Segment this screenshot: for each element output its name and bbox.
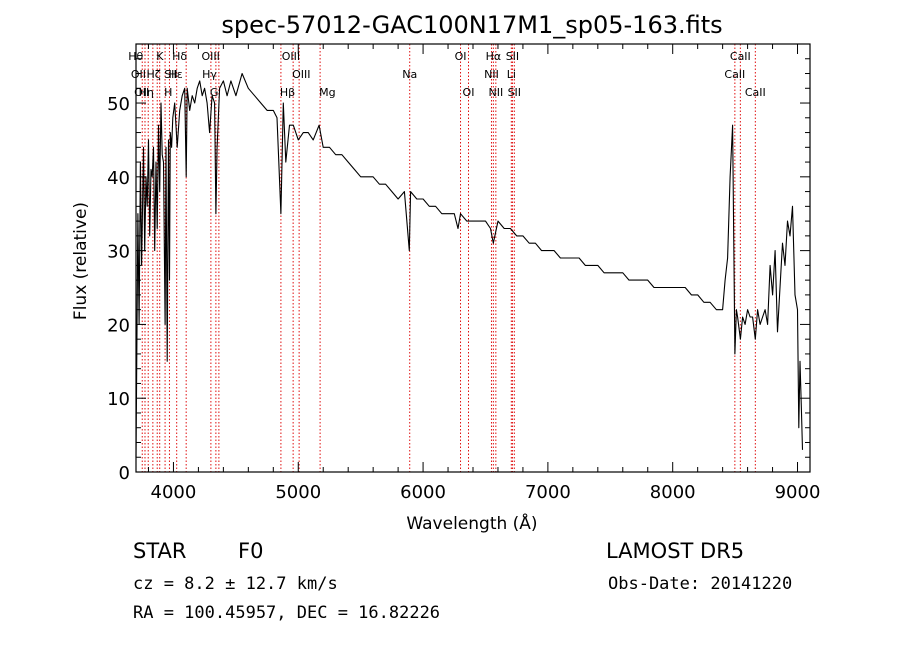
y-tick-labels: 0 10 20 30 40 50 — [107, 94, 130, 484]
line-id-labels: HθOIIOIIHηKHζHHεSIIHδGHγOIIIHβOIIIOIIIMg… — [128, 50, 766, 99]
line-label-13: Hβ — [280, 86, 295, 99]
x-tick-label: 6000 — [400, 482, 446, 503]
line-label-20: NII — [484, 68, 499, 81]
line-label-7: Hε — [168, 68, 182, 81]
line-label-23: Li — [507, 68, 516, 81]
line-label-16: Mg — [319, 86, 335, 99]
object-subclass: F0 — [238, 539, 264, 563]
line-label-4: K — [156, 50, 164, 63]
redshift-cz: cz = 8.2 ± 12.7 km/s — [133, 574, 338, 594]
y-tick-label: 10 — [107, 389, 130, 410]
line-label-14: OIII — [292, 68, 310, 81]
line-label-19: OI — [463, 86, 475, 99]
line-label-18: OI — [455, 50, 467, 63]
line-label-28: CaII — [745, 86, 766, 99]
line-label-9: Hδ — [172, 50, 187, 63]
line-label-2: OII — [134, 86, 149, 99]
x-tick-label: 8000 — [650, 482, 696, 503]
line-label-15: OIII — [282, 50, 300, 63]
line-label-12: OIII — [201, 50, 219, 63]
line-label-24: SII — [506, 50, 519, 63]
line-label-11: Hγ — [202, 68, 217, 81]
line-label-17: Na — [402, 68, 417, 81]
y-tick-label: 50 — [107, 94, 130, 115]
line-label-21: Hα — [486, 50, 502, 63]
line-markers — [141, 44, 756, 472]
survey-name: LAMOST DR5 — [606, 539, 745, 563]
chart-title: spec-57012-GAC100N17M1_sp05-163.fits — [221, 11, 722, 39]
line-label-5: Hζ — [146, 68, 160, 81]
x-tick-labels: 4000 5000 6000 7000 8000 9000 — [151, 482, 821, 503]
observation-date: Obs-Date: 20141220 — [608, 574, 793, 594]
x-tick-label: 5000 — [275, 482, 321, 503]
line-label-10: G — [210, 86, 219, 99]
x-tick-label: 9000 — [775, 482, 821, 503]
line-label-27: CaII — [730, 50, 751, 63]
spectrum-line — [135, 72, 804, 458]
line-label-26: CaII — [724, 68, 745, 81]
line-label-8: SII — [164, 68, 177, 81]
line-label-6: H — [164, 86, 172, 99]
y-tick-label: 40 — [107, 168, 130, 189]
x-tick-label: 4000 — [151, 482, 197, 503]
line-label-1: OII — [131, 68, 146, 81]
x-tick-label: 7000 — [525, 482, 571, 503]
y-tick-label: 30 — [107, 242, 130, 263]
y-tick-label: 20 — [107, 315, 130, 336]
y-tick-label: 0 — [119, 463, 130, 484]
ra-dec-coordinates: RA = 100.45957, DEC = 16.82226 — [133, 603, 441, 623]
y-axis-label: Flux (relative) — [71, 202, 91, 320]
line-label-25: SII — [508, 86, 521, 99]
line-label-3: Hη — [139, 86, 154, 99]
plot-frame — [135, 43, 811, 473]
x-axis-label: Wavelength (Å) — [406, 512, 537, 534]
axis-ticks — [136, 43, 810, 473]
object-class: STAR — [133, 539, 187, 563]
line-label-22: NII — [488, 86, 503, 99]
